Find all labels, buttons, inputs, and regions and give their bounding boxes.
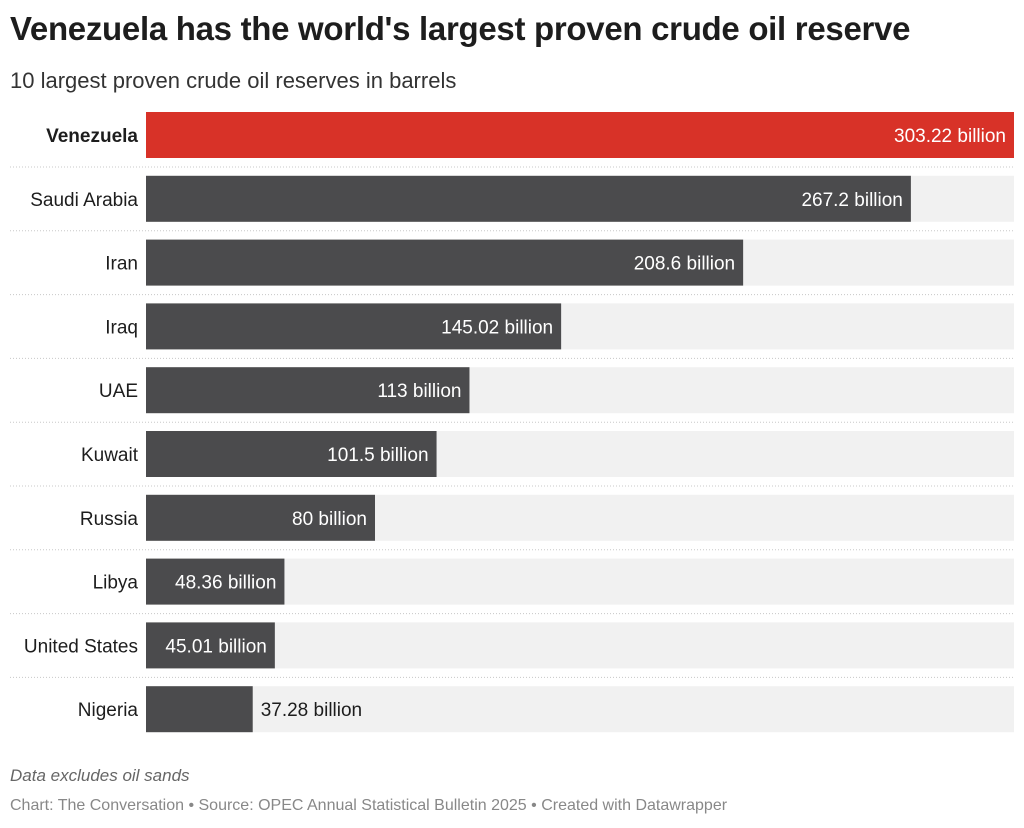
category-label: Venezuela (46, 126, 138, 147)
bar (146, 558, 285, 605)
chart-subtitle: 10 largest proven crude oil reserves in … (10, 68, 457, 93)
bar (146, 239, 744, 286)
bar (146, 303, 562, 350)
category-label: Saudi Arabia (30, 190, 138, 211)
value-label: 80 billion (292, 509, 367, 530)
category-label: Nigeria (78, 700, 139, 721)
category-label: Russia (80, 509, 139, 530)
category-label: UAE (99, 381, 138, 402)
bar-background (146, 558, 1014, 605)
chart-notes: Data excludes oil sands (10, 766, 190, 785)
bar (146, 175, 911, 222)
category-label: United States (24, 636, 138, 657)
value-label: 101.5 billion (327, 445, 428, 466)
value-label: 113 billion (377, 381, 461, 402)
value-label: 208.6 billion (634, 254, 735, 275)
chart-title: Venezuela has the world's largest proven… (10, 10, 911, 47)
bar-chart: Venezuela 303.22 billion Saudi Arabia 267.2… (10, 112, 1014, 733)
bar-background (146, 622, 1014, 669)
value-label: 303.22 billion (894, 126, 1006, 147)
bar-background (146, 686, 1014, 733)
category-label: Libya (93, 573, 139, 594)
chart-footer: Chart: The Conversation • Source: OPEC A… (10, 797, 728, 814)
bar (146, 112, 1014, 158)
category-label: Kuwait (81, 445, 139, 466)
bar (146, 494, 376, 541)
value-label: 145.02 billion (441, 317, 553, 338)
category-label: Iraq (105, 317, 138, 338)
bar (146, 622, 275, 669)
value-label: 37.28 billion (261, 700, 362, 721)
category-label: Iran (105, 254, 138, 275)
bar (146, 686, 253, 733)
value-label: 45.01 billion (165, 636, 266, 657)
value-label: 267.2 billion (801, 190, 902, 211)
bar (146, 367, 470, 414)
bar (146, 431, 437, 477)
value-label: 48.36 billion (175, 573, 276, 594)
